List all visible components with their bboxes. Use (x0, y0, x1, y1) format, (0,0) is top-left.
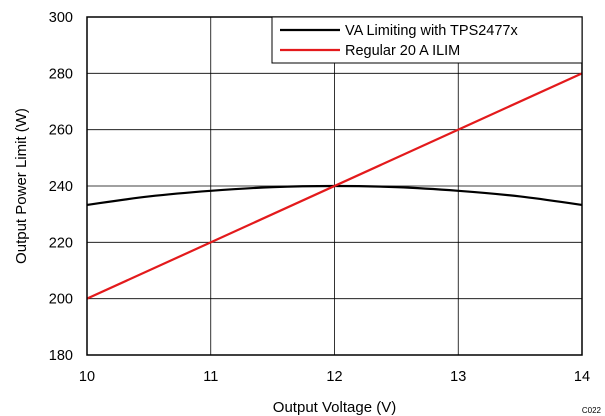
x-tick-label: 11 (203, 369, 218, 385)
legend-label: VA Limiting with TPS2477x (345, 23, 518, 39)
x-tick-label: 10 (79, 369, 95, 385)
y-axis-title: Output Power Limit (W) (13, 108, 30, 264)
y-tick-label: 220 (49, 235, 73, 251)
figure-id: C022 (582, 406, 602, 415)
y-tick-label: 280 (49, 66, 73, 82)
tick-labels: 10 11 12 13 14 180 200 220 240 260 280 300 (49, 10, 590, 385)
y-tick-label: 200 (49, 292, 73, 308)
legend-box (271, 16, 583, 64)
y-tick-label: 260 (49, 123, 73, 139)
x-axis-title: Output Voltage (V) (273, 399, 396, 416)
series-lines (86, 72, 583, 300)
x-tick-label: 13 (450, 369, 466, 385)
y-tick-label: 240 (49, 179, 73, 195)
y-tick-label: 300 (49, 10, 73, 26)
series-line-2 (86, 72, 583, 300)
y-tick-label: 180 (49, 348, 73, 364)
legend: VA Limiting with TPS2477x Regular 20 A IL… (271, 16, 583, 64)
legend-label: Regular 20 A ILIM (345, 43, 460, 59)
x-tick-label: 14 (574, 369, 590, 385)
x-tick-label: 12 (326, 369, 342, 385)
